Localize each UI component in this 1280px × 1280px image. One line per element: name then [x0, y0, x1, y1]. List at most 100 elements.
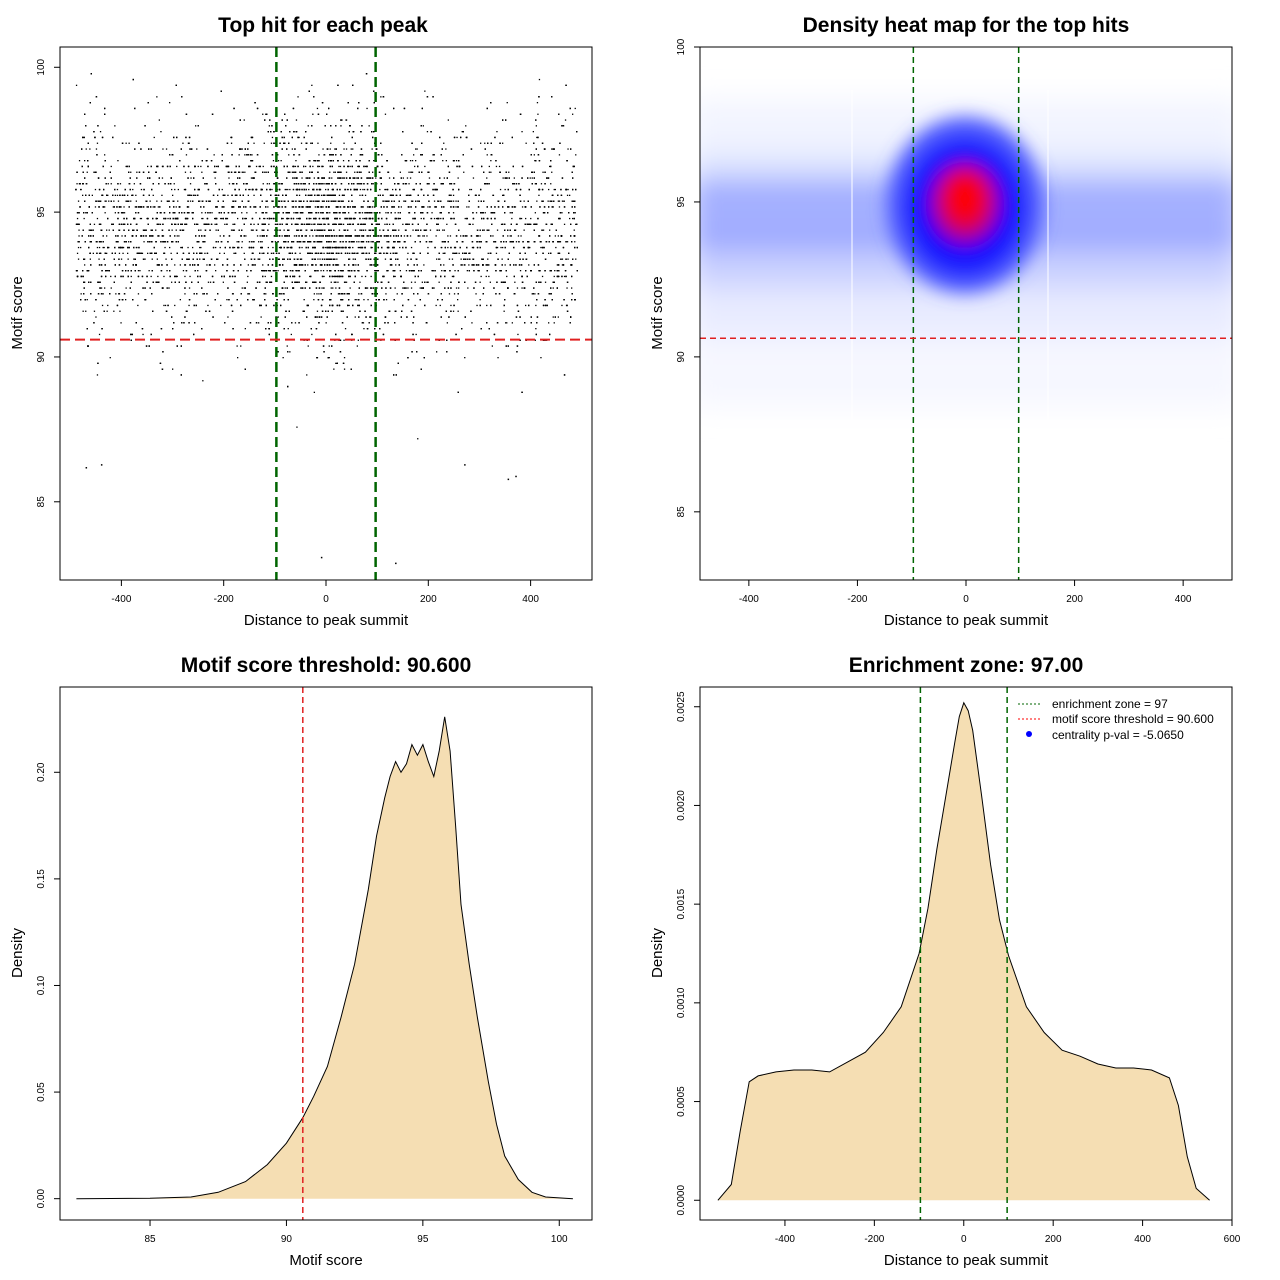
scatter-point: [318, 235, 321, 237]
scatter-point: [250, 229, 253, 231]
scatter-point: [206, 264, 208, 266]
scatter-point: [188, 304, 190, 307]
scatter-point: [385, 299, 388, 301]
scatter-point: [343, 368, 346, 370]
scatter-point: [307, 125, 309, 127]
scatter-point: [408, 171, 410, 173]
scatter-point: [176, 235, 178, 237]
scatter-point: [330, 241, 332, 243]
scatter-point: [525, 304, 527, 307]
scatter-point: [572, 217, 574, 220]
scatter-point: [318, 223, 321, 225]
scatter-point: [237, 217, 239, 220]
scatter-point: [447, 119, 449, 121]
scatter-point: [195, 125, 197, 127]
scatter-point: [486, 154, 488, 156]
scatter-point: [125, 142, 127, 144]
scatter-point: [227, 194, 229, 196]
scatter-point: [222, 281, 224, 283]
scatter-point: [575, 223, 577, 225]
scatter-point: [353, 241, 355, 243]
scatter-point: [178, 235, 180, 237]
scatter-point: [427, 206, 429, 208]
scatter-point: [451, 258, 454, 260]
scatter-point: [348, 246, 350, 249]
scatter-point: [309, 235, 311, 237]
scatter-point: [298, 154, 301, 156]
scatter-point: [535, 125, 537, 127]
scatter-point: [221, 188, 223, 191]
scatter-point: [371, 148, 373, 150]
scatter-point: [501, 258, 503, 260]
scatter-point: [451, 275, 454, 278]
scatter-point: [307, 194, 309, 196]
scatter-point: [204, 252, 206, 254]
scatter-point: [226, 217, 229, 220]
scatter-point: [436, 258, 438, 260]
scatter-point: [463, 171, 465, 173]
scatter-point: [142, 333, 144, 336]
scatter-point: [328, 357, 330, 359]
scatter-point: [354, 229, 356, 231]
scatter-point: [337, 264, 340, 266]
scatter-point: [455, 160, 458, 162]
scatter-point: [538, 194, 540, 196]
scatter-point: [361, 252, 363, 254]
scatter-point: [219, 235, 221, 237]
scatter-point: [534, 212, 536, 214]
scatter-point: [335, 200, 337, 202]
scatter-point: [424, 165, 426, 168]
scatter-point: [394, 241, 396, 243]
scatter-point: [364, 165, 367, 168]
scatter-point: [199, 258, 201, 260]
scatter-point: [76, 252, 79, 254]
scatter-point: [455, 287, 458, 289]
scatter-point: [358, 293, 360, 295]
scatter-point: [139, 217, 142, 220]
scatter-point: [468, 264, 470, 266]
scatter-point: [308, 177, 310, 179]
scatter-point: [376, 270, 378, 272]
scatter-point: [333, 171, 335, 173]
scatter-point: [199, 246, 201, 249]
scatter-point: [520, 217, 523, 220]
scatter-point: [437, 200, 439, 202]
scatter-point: [256, 235, 259, 237]
scatter-point: [515, 241, 518, 243]
scatter-point: [298, 200, 300, 202]
scatter-point: [419, 235, 421, 237]
scatter-point: [215, 270, 217, 272]
scatter-point: [575, 258, 577, 260]
scatter-point: [551, 171, 553, 173]
scatter-point: [573, 229, 575, 231]
scatter-point: [283, 229, 285, 231]
scatter-point: [316, 316, 319, 318]
scatter-point: [315, 281, 317, 283]
scatter-point: [490, 160, 492, 162]
scatter-point: [98, 252, 101, 254]
scatter-point: [189, 171, 192, 173]
scatter-point: [471, 246, 474, 249]
scatter-point: [489, 281, 491, 283]
scatter-point: [330, 142, 332, 144]
scatter-point: [232, 223, 234, 225]
scatter-point: [462, 264, 464, 266]
scatter-point: [356, 183, 358, 185]
scatter-point: [410, 200, 413, 202]
scatter-point: [310, 142, 312, 144]
scatter-point: [188, 287, 191, 289]
scatter-point: [445, 148, 447, 150]
scatter-point: [409, 160, 412, 162]
scatter-point: [373, 212, 375, 214]
scatter-point: [322, 148, 324, 150]
scatter-point: [405, 194, 408, 196]
scatter-point: [488, 171, 490, 173]
scatter-point: [332, 287, 334, 289]
scatter-point: [356, 345, 358, 347]
scatter-point: [558, 200, 561, 202]
scatter-point: [549, 165, 551, 168]
scatter-point: [546, 241, 548, 243]
scatter-point: [93, 310, 96, 312]
scatter-point: [174, 188, 176, 191]
scatter-point: [343, 148, 345, 150]
